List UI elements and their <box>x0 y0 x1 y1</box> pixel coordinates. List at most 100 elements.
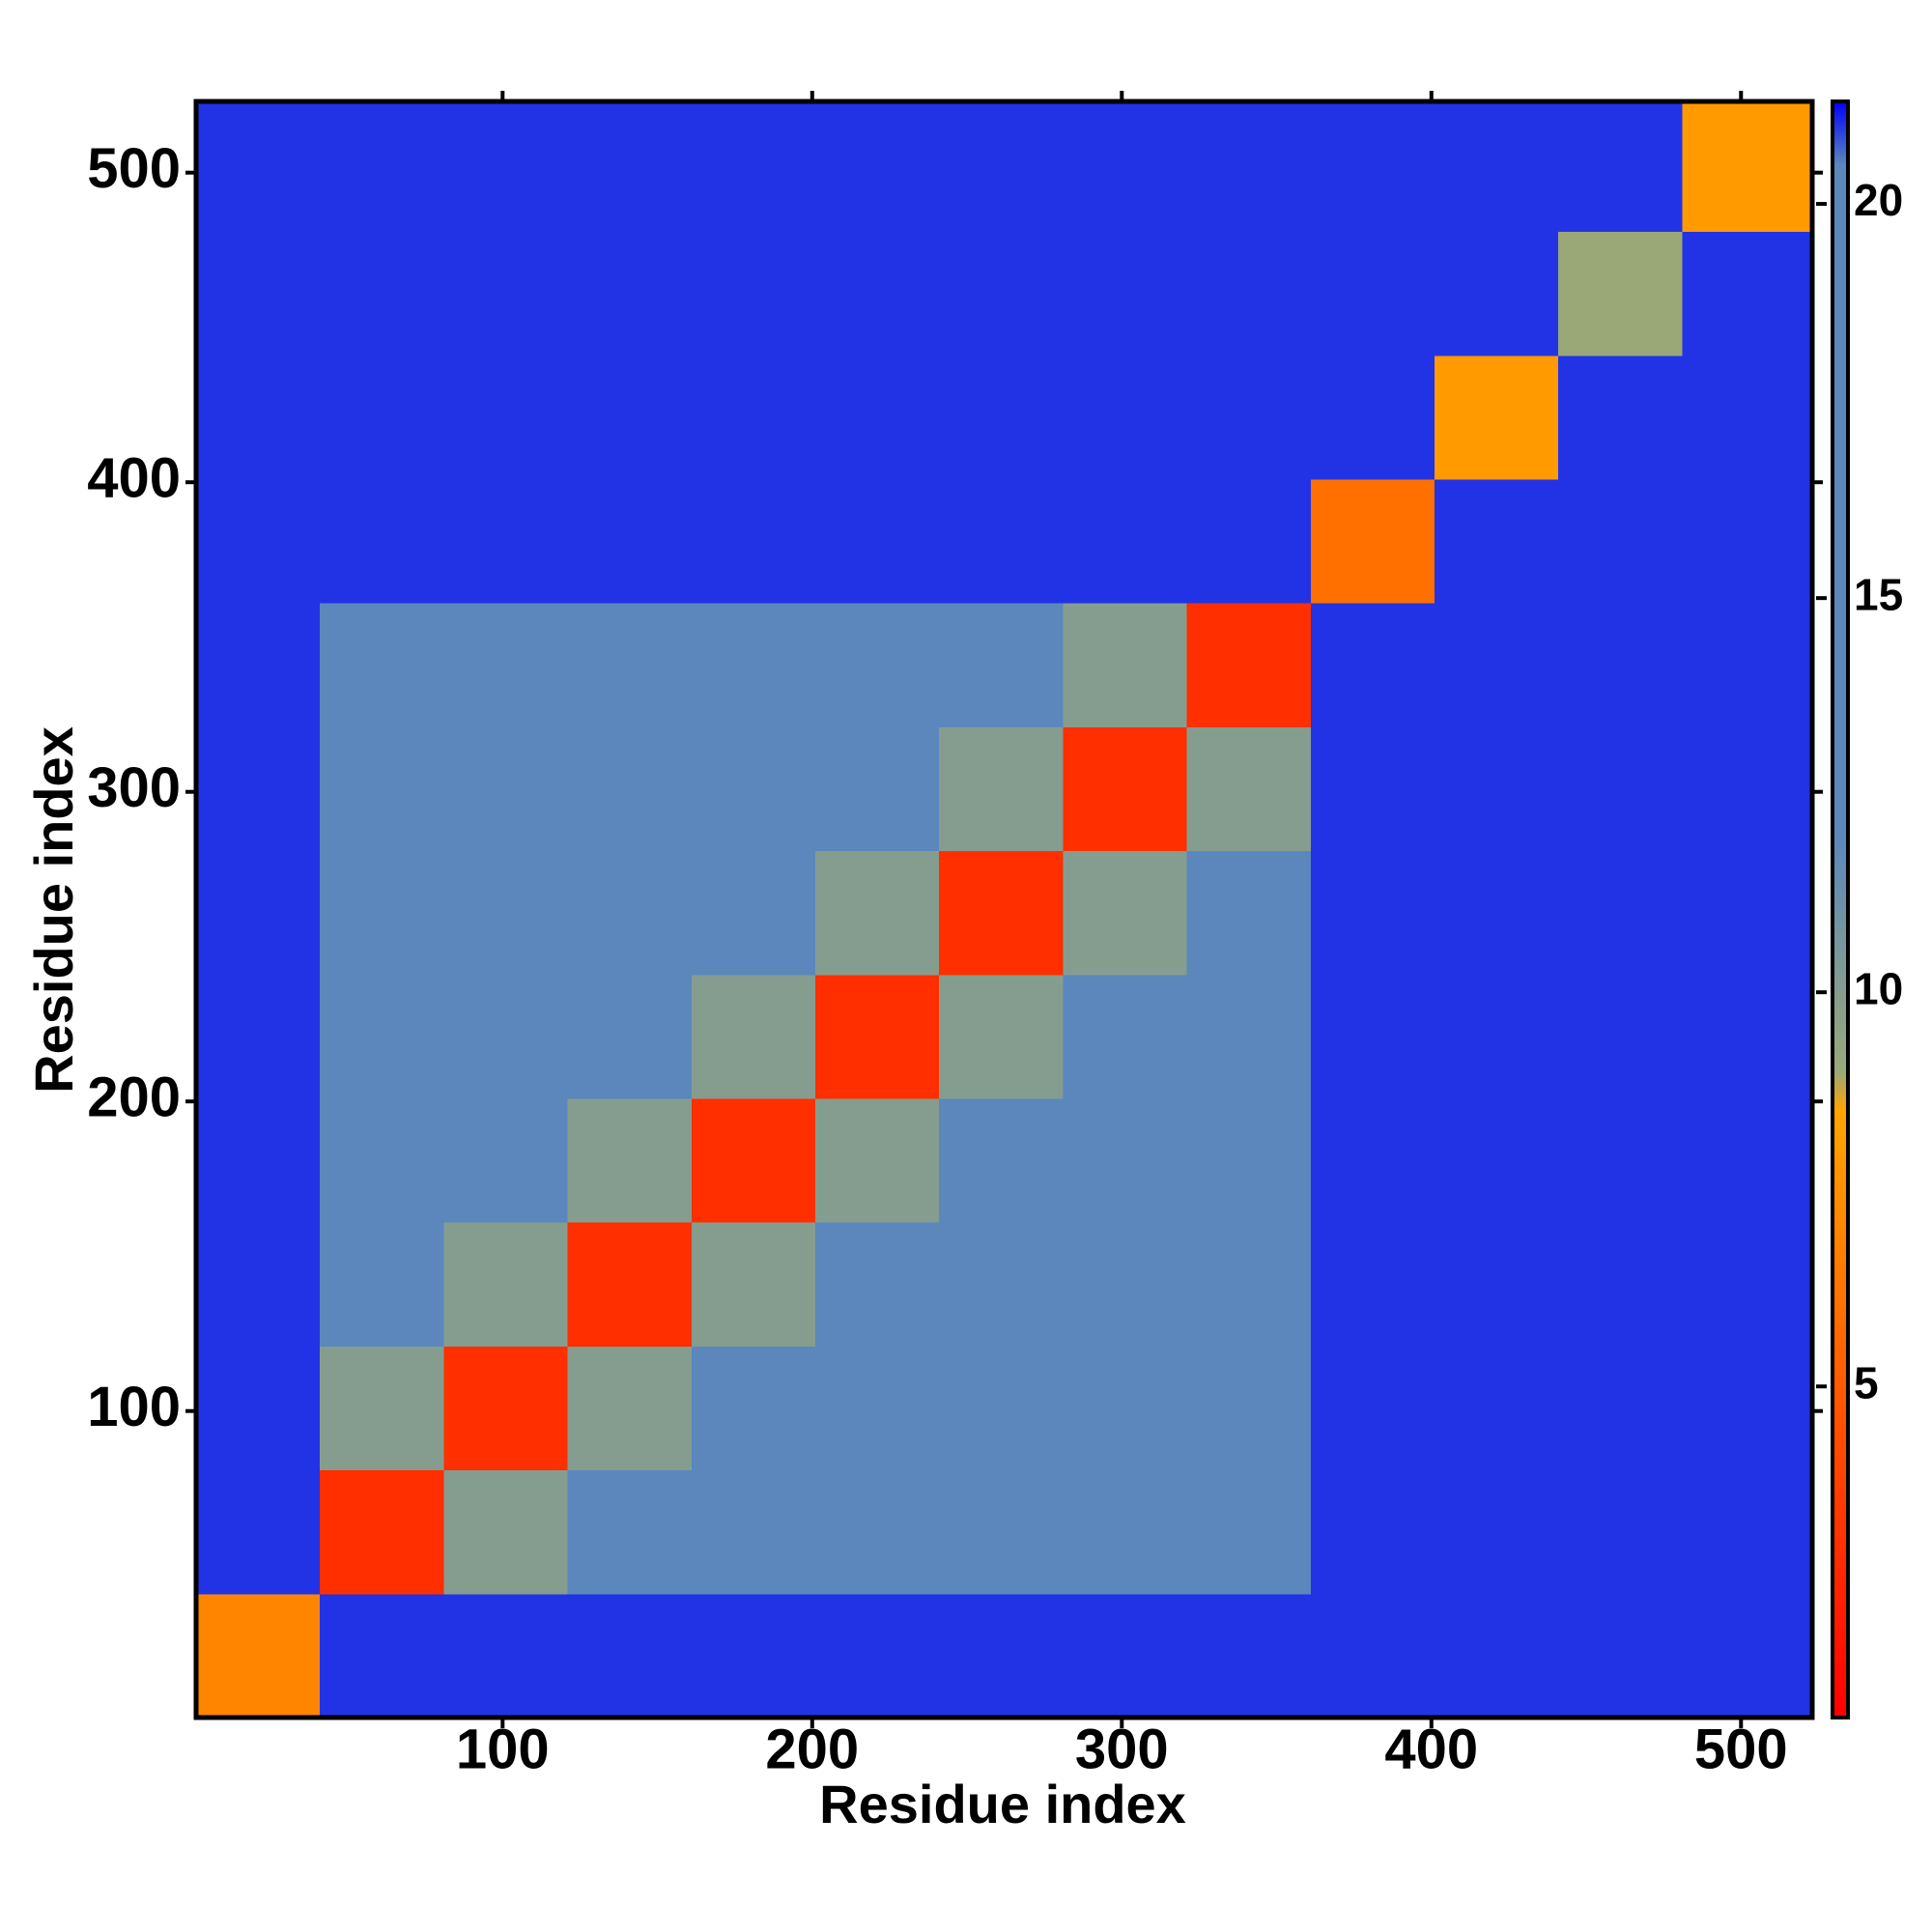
heatmap-cell <box>691 355 816 480</box>
heatmap-cell <box>814 850 940 976</box>
heatmap-cell <box>939 1346 1064 1471</box>
heatmap-cell <box>196 1346 321 1471</box>
heatmap-cell <box>691 479 816 604</box>
heatmap-cell <box>567 850 693 976</box>
heatmap-cell <box>1186 355 1312 480</box>
heatmap-cell <box>1063 603 1188 727</box>
heatmap-cell <box>443 1346 569 1471</box>
heatmap-cell <box>1310 231 1435 356</box>
heatmap-cell <box>1310 355 1435 480</box>
heatmap-cell <box>939 1469 1064 1595</box>
heatmap-cell <box>196 101 321 233</box>
heatmap-cell <box>1682 101 1813 233</box>
heatmap-cell <box>1434 726 1559 852</box>
heatmap-cell <box>1063 231 1188 356</box>
heatmap-cell <box>814 355 940 480</box>
heatmap-cell <box>567 603 693 727</box>
heatmap-cell <box>1434 1469 1559 1595</box>
heatmap-cell <box>1186 726 1312 852</box>
x-tick-label: 200 <box>765 1718 859 1780</box>
heatmap-cell <box>1310 479 1435 604</box>
heatmap-cell <box>196 1222 321 1347</box>
heatmap-cell <box>691 850 816 976</box>
heatmap-cell <box>1682 1593 1813 1719</box>
heatmap-cell <box>1063 101 1188 233</box>
colorbar-tick-label: 10 <box>1854 963 1903 1013</box>
heatmap-cell <box>1063 1098 1188 1223</box>
heatmap <box>196 101 1813 1719</box>
heatmap-cell <box>1186 1222 1312 1347</box>
heatmap-cell <box>814 231 940 356</box>
heatmap-cell <box>1558 101 1683 233</box>
heatmap-cell <box>1186 479 1312 604</box>
heatmap-cell <box>1063 1222 1188 1347</box>
heatmap-cell <box>196 974 321 1099</box>
heatmap-cell <box>1558 1098 1683 1223</box>
heatmap-cell <box>1682 603 1813 727</box>
heatmap-cell <box>320 726 444 852</box>
heatmap-cell <box>567 1098 693 1223</box>
heatmap-cell <box>1186 603 1312 727</box>
heatmap-cell <box>1310 726 1435 852</box>
heatmap-cell <box>1186 1346 1312 1471</box>
heatmap-cell <box>1063 1593 1188 1719</box>
heatmap-cell <box>443 726 569 852</box>
heatmap-cell <box>1310 1346 1435 1471</box>
heatmap-cell <box>939 231 1064 356</box>
x-axis-title: Residue index <box>819 1774 1186 1834</box>
heatmap-cell <box>1434 101 1559 233</box>
heatmap-cell <box>1682 1222 1813 1347</box>
heatmap-cell <box>443 1469 569 1595</box>
heatmap-cell <box>320 231 444 356</box>
heatmap-cell <box>814 603 940 727</box>
heatmap-cell <box>939 726 1064 852</box>
heatmap-cell <box>1682 1098 1813 1223</box>
x-tick-label: 100 <box>456 1718 550 1780</box>
heatmap-cell <box>1682 850 1813 976</box>
heatmap-cell <box>1186 1098 1312 1223</box>
heatmap-cell <box>1186 974 1312 1099</box>
heatmap-cell <box>814 1098 940 1223</box>
y-tick-label: 300 <box>87 756 181 819</box>
heatmap-cell <box>320 355 444 480</box>
x-tick-label: 300 <box>1075 1718 1169 1780</box>
heatmap-cell <box>320 1593 444 1719</box>
y-tick-label: 500 <box>87 137 181 200</box>
heatmap-cell <box>567 1222 693 1347</box>
heatmap-cell <box>1682 355 1813 480</box>
heatmap-cell <box>1558 974 1683 1099</box>
heatmap-cell <box>443 974 569 1099</box>
heatmap-cell <box>1558 231 1683 356</box>
heatmap-cell <box>939 603 1064 727</box>
heatmap-cell <box>1310 1222 1435 1347</box>
heatmap-cell <box>1558 1593 1683 1719</box>
heatmap-cell <box>1558 850 1683 976</box>
heatmap-cell <box>443 479 569 604</box>
heatmap-cell <box>443 1098 569 1223</box>
heatmap-cell <box>1434 479 1559 604</box>
colorbar-tick-label: 20 <box>1854 175 1903 225</box>
heatmap-cell <box>1063 479 1188 604</box>
heatmap-cell <box>1310 1469 1435 1595</box>
heatmap-cell <box>196 1098 321 1223</box>
heatmap-cell <box>320 1222 444 1347</box>
y-tick-label: 400 <box>87 447 181 510</box>
x-tick-label: 400 <box>1384 1718 1478 1780</box>
heatmap-cell <box>567 479 693 604</box>
heatmap-cell <box>939 1593 1064 1719</box>
heatmap-cell <box>1434 1098 1559 1223</box>
heatmap-cell <box>567 1346 693 1471</box>
heatmap-cell <box>1682 1346 1813 1471</box>
heatmap-cell <box>691 1469 816 1595</box>
heatmap-cell <box>1434 1346 1559 1471</box>
heatmap-cell <box>1310 1593 1435 1719</box>
heatmap-cell <box>320 479 444 604</box>
heatmap-cell <box>567 974 693 1099</box>
x-tick-label: 500 <box>1694 1718 1788 1780</box>
heatmap-cell <box>1434 231 1559 356</box>
heatmap-cell <box>320 1469 444 1595</box>
heatmap-cell <box>1310 603 1435 727</box>
heatmap-cell <box>691 1593 816 1719</box>
heatmap-cell <box>567 726 693 852</box>
heatmap-cell <box>814 479 940 604</box>
